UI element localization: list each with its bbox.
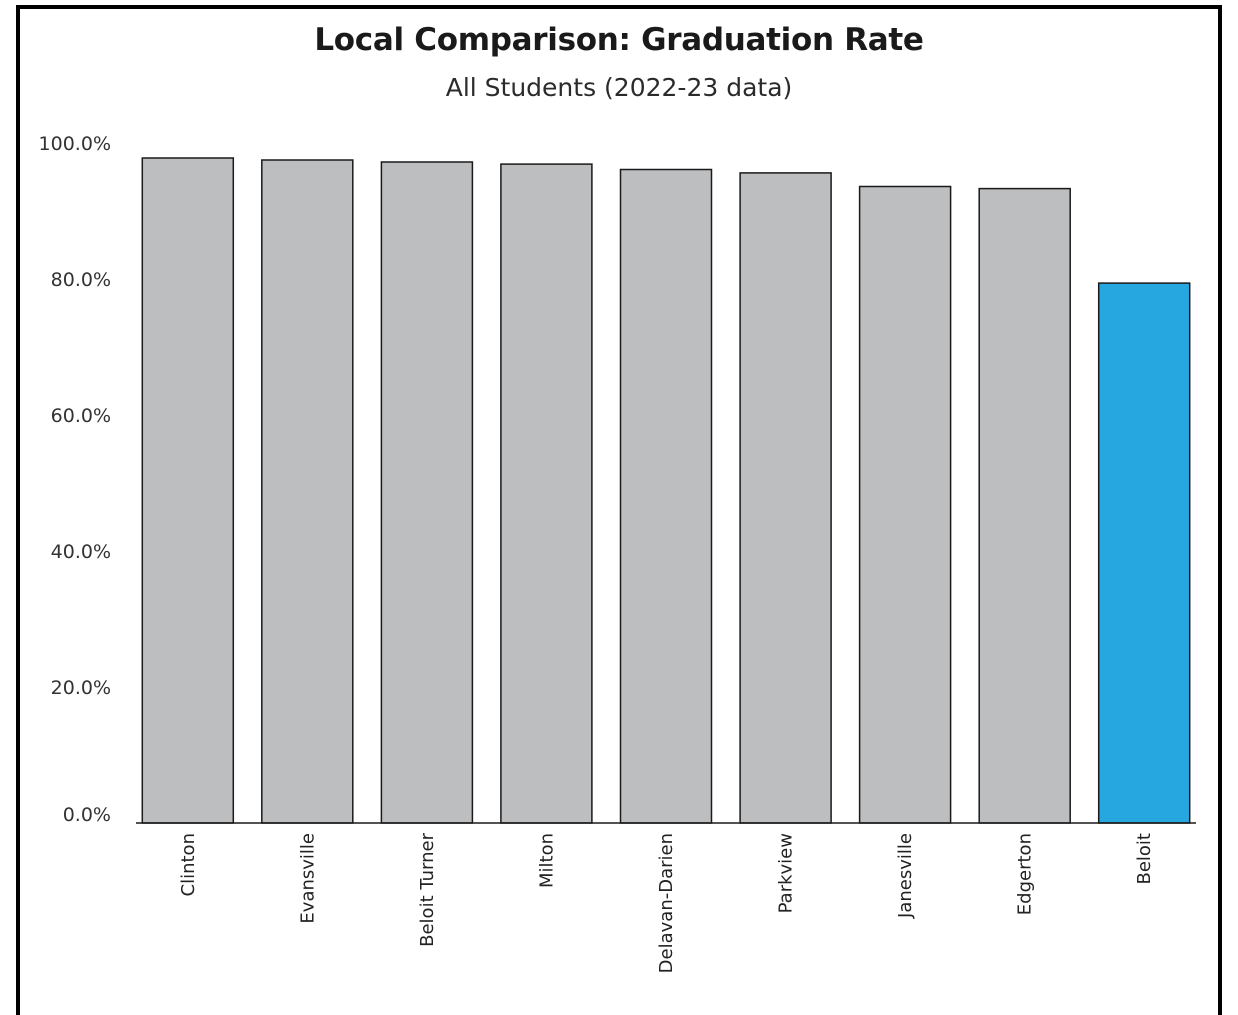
bar-parkview [739, 172, 832, 824]
y-tick-label: 40.0% [51, 541, 111, 563]
y-tick-label: 80.0% [51, 269, 111, 291]
chart-subtitle: All Students (2022-23 data) [445, 73, 793, 102]
x-tick-label: Clinton [178, 833, 199, 896]
x-tick-label: Beloit [1134, 833, 1155, 885]
bar-edgerton [978, 187, 1071, 824]
bar-beloit [1097, 282, 1191, 824]
chart-title: Local Comparison: Graduation Rate [314, 22, 924, 58]
y-tick-label: 100.0% [39, 133, 111, 155]
bar-clinton [141, 157, 235, 824]
bar-evansville [261, 159, 354, 824]
x-tick-label: Edgerton [1015, 833, 1036, 915]
x-tick-label: Evansville [297, 833, 318, 924]
x-tick-label: Milton [536, 833, 557, 888]
x-tick-label: Janesville [895, 833, 916, 919]
x-tick-label: Beloit Turner [417, 832, 438, 946]
bar-janesville [858, 185, 952, 824]
x-axis: Clinton Evansville Beloit Turner Milton Dela… [178, 832, 1155, 973]
bar-series [141, 157, 1191, 824]
y-tick-label: 20.0% [51, 677, 111, 699]
x-tick-label: Delavan-Darien [656, 833, 677, 973]
y-tick-label: 60.0% [51, 405, 111, 427]
bar-milton [500, 163, 593, 824]
bar-delavan-darien [619, 168, 713, 824]
y-axis: 0.0% 20.0% 40.0% 60.0% 80.0% 100.0% [39, 133, 111, 826]
y-tick-label: 0.0% [63, 804, 111, 826]
bar-beloit-turner [380, 161, 474, 824]
x-tick-label: Parkview [776, 833, 797, 913]
